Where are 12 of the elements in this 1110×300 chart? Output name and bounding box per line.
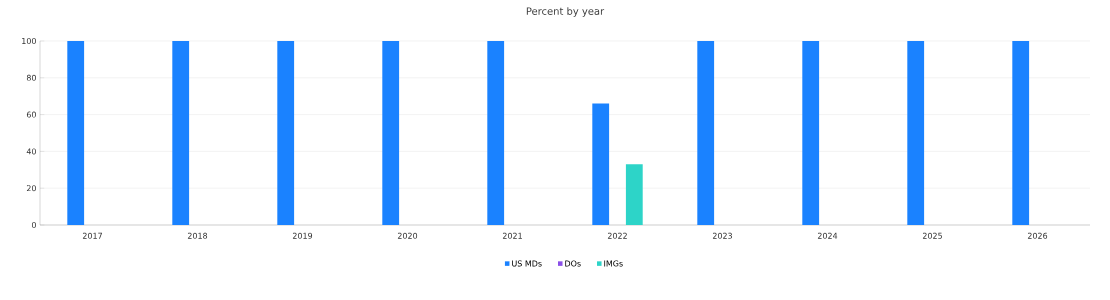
chart-title: Percent by year: [526, 7, 605, 17]
bar: [382, 41, 400, 225]
bar: [697, 41, 715, 225]
bar: [1012, 41, 1030, 225]
bar: [802, 41, 820, 225]
bar: [592, 103, 610, 225]
bar: [277, 41, 295, 225]
bar: [172, 41, 190, 225]
bar: [67, 41, 85, 225]
bar: [487, 41, 505, 225]
bar: [625, 164, 643, 225]
bar: [907, 41, 925, 225]
